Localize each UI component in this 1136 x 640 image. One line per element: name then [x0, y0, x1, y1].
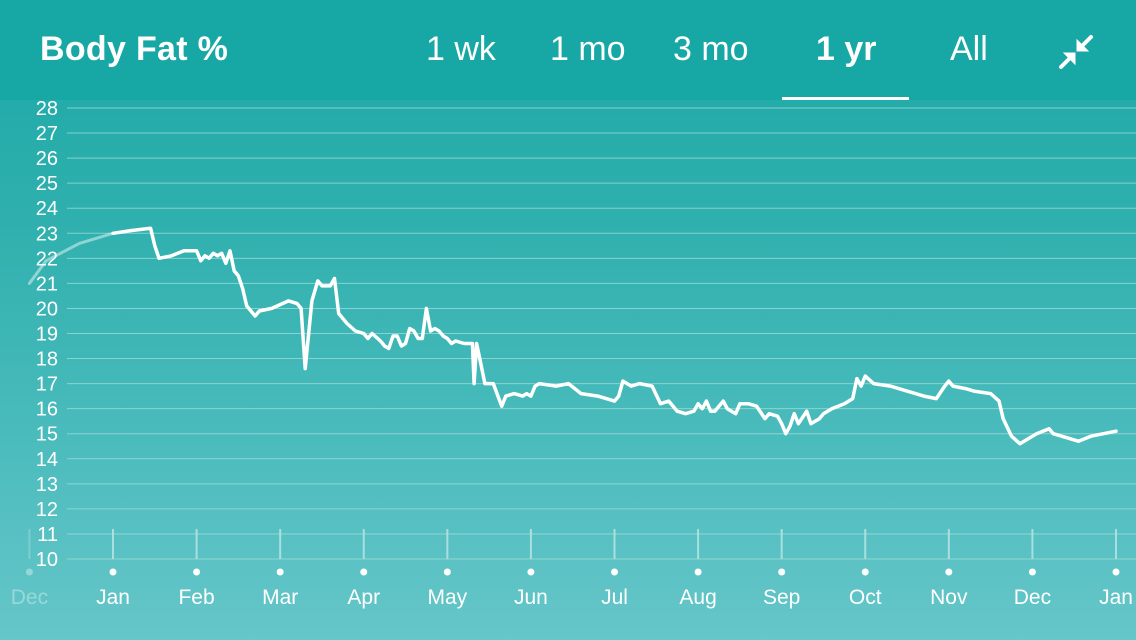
- x-tick-label: May: [427, 586, 467, 609]
- y-tick-label: 14: [36, 449, 58, 471]
- x-tick-dot: [945, 568, 953, 576]
- y-tick-label: 21: [36, 273, 58, 295]
- tab-3-months[interactable]: 3 mo: [673, 30, 749, 68]
- x-tick-dot: [25, 568, 33, 576]
- x-tick-label: Jan: [1099, 586, 1133, 609]
- y-tick-label: 13: [36, 474, 58, 496]
- x-tick-dot: [360, 568, 368, 576]
- header-bar: Body Fat % 1 wk 1 mo 3 mo 1 yr All: [0, 0, 1136, 100]
- x-tick-dot: [527, 568, 535, 576]
- x-tick-dot: [1112, 568, 1120, 576]
- x-tick-dot: [443, 568, 451, 576]
- x-tick-dot: [778, 568, 786, 576]
- tab-1-year[interactable]: 1 yr: [816, 30, 877, 68]
- series-line-body-fat: [111, 226, 1118, 446]
- series-line-previous: [27, 231, 115, 285]
- x-tick-dot: [611, 568, 618, 576]
- y-tick-label: 26: [36, 148, 58, 170]
- x-tick-label: Aug: [679, 586, 716, 609]
- x-tick-dot: [694, 568, 702, 576]
- y-tick-label: 20: [36, 298, 58, 320]
- y-tick-label: 12: [36, 499, 58, 521]
- y-tick-label: 11: [37, 524, 58, 546]
- active-tab-indicator: [782, 97, 909, 100]
- x-tick-dot: [109, 568, 117, 576]
- x-tick-dot: [276, 568, 284, 576]
- x-tick-dot: [861, 568, 869, 576]
- y-tick-label: 16: [36, 399, 58, 421]
- collapse-arrows-icon[interactable]: [1056, 32, 1096, 72]
- x-tick-label: Dec: [1014, 586, 1051, 609]
- y-tick-label: 24: [36, 198, 58, 220]
- y-tick-label: 22: [36, 248, 58, 270]
- y-tick-label: 28: [36, 100, 58, 120]
- x-tick-label: Nov: [930, 586, 968, 609]
- x-tick-label: Dec: [11, 586, 48, 609]
- x-tick-dot: [193, 568, 201, 576]
- y-tick-label: 23: [36, 223, 58, 245]
- y-tick-label: 10: [36, 549, 58, 571]
- x-tick-dot: [1028, 568, 1036, 576]
- x-tick-label: Sep: [763, 586, 800, 609]
- y-tick-label: 27: [36, 123, 58, 145]
- x-tick-label: Jun: [514, 586, 548, 609]
- x-tick-label: Jul: [601, 586, 628, 609]
- y-tick-label: 18: [36, 349, 58, 371]
- y-tick-label: 15: [36, 424, 58, 446]
- x-tick-label: Mar: [262, 586, 298, 609]
- body-fat-chart: 10 11 12 13 14 15 16 17 18 19 20 21 22 23 24 25 26 27 28 De…: [11, 100, 1136, 609]
- tab-1-week[interactable]: 1 wk: [426, 30, 496, 68]
- y-tick-label: 19: [36, 324, 58, 346]
- page-title: Body Fat %: [40, 30, 229, 68]
- tab-1-month[interactable]: 1 mo: [550, 30, 626, 68]
- y-tick-label: 17: [36, 374, 58, 396]
- tab-all[interactable]: All: [950, 30, 988, 68]
- x-tick-label: Feb: [178, 586, 214, 609]
- x-tick-label: Oct: [849, 586, 882, 609]
- y-tick-label: 25: [36, 173, 58, 195]
- x-tick-label: Apr: [347, 586, 380, 609]
- x-tick-label: Jan: [96, 586, 130, 609]
